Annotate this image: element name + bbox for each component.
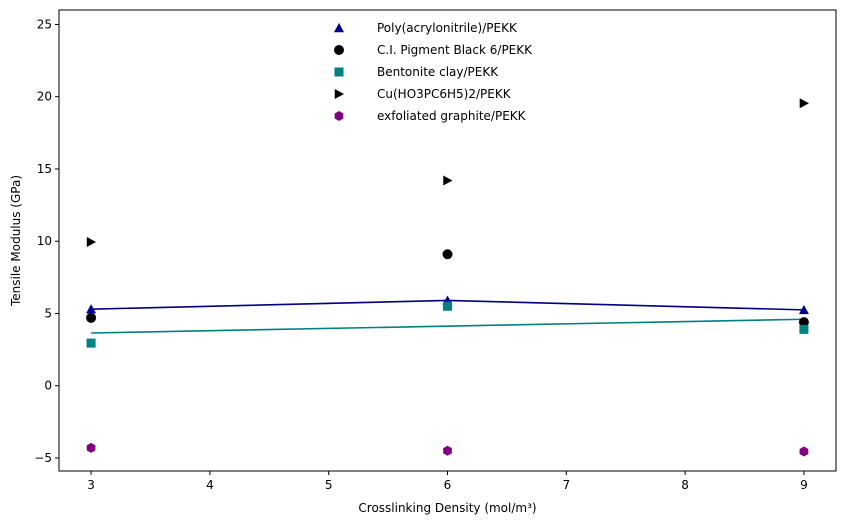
y-tick-label: 25 (37, 17, 52, 31)
data-point-series-2 (443, 301, 452, 311)
legend: Poly(acrylonitrile)/PEKK C.I. Pigment Bla… (334, 21, 533, 123)
data-point-series-1 (798, 317, 809, 328)
x-tick-label: 9 (800, 478, 808, 492)
x-axis-ticks: 3 4 5 6 7 8 9 (87, 471, 808, 492)
y-axis-label: Tensile Modulus (GPa) (9, 175, 23, 307)
y-tick-label: 5 (44, 306, 52, 320)
legend-label: C.I. Pigment Black 6/PEKK (377, 43, 533, 57)
x-tick-label: 7 (562, 478, 570, 492)
data-point-series-4 (799, 446, 809, 457)
data-point-series-1 (442, 249, 453, 260)
x-tick-label: 3 (87, 478, 95, 492)
y-tick-label: 20 (37, 90, 52, 104)
data-point-series-4 (443, 445, 452, 456)
legend-marker (334, 23, 344, 33)
legend-label: Cu(HO3PC6H5)2/PEKK (377, 87, 512, 101)
y-tick-label: 15 (37, 162, 52, 176)
legend-label: Bentonite clay/PEKK (377, 65, 499, 79)
legend-marker (334, 111, 344, 121)
data-point-series-4 (86, 442, 96, 453)
legend-label: exfoliated graphite/PEKK (377, 109, 527, 123)
y-tick-label: −5 (34, 451, 52, 465)
x-tick-label: 8 (681, 478, 689, 492)
x-tick-label: 5 (325, 478, 333, 492)
legend-label: Poly(acrylonitrile)/PEKK (377, 21, 518, 35)
x-tick-label: 4 (206, 478, 214, 492)
x-tick-label: 6 (444, 478, 452, 492)
data-point-series-2 (86, 338, 96, 348)
fit-line-series-2 (91, 318, 804, 334)
legend-marker (334, 45, 344, 55)
data-point-series-0 (86, 304, 97, 314)
data-point-series-1 (86, 312, 97, 323)
data-point-series-2 (799, 324, 809, 334)
data-point-series-0 (798, 304, 809, 315)
legend-marker (334, 67, 344, 77)
data-points (86, 98, 809, 457)
data-point-series-3 (799, 98, 809, 109)
data-point-series-3 (86, 236, 97, 247)
y-tick-label: 10 (37, 234, 52, 248)
y-tick-label: 0 (44, 379, 52, 393)
data-point-series-3 (443, 175, 453, 186)
y-axis-ticks: −5 0 5 10 15 20 25 (34, 17, 59, 465)
legend-marker (334, 89, 344, 99)
x-axis-label: Crosslinking Density (mol/m³) (358, 501, 536, 515)
